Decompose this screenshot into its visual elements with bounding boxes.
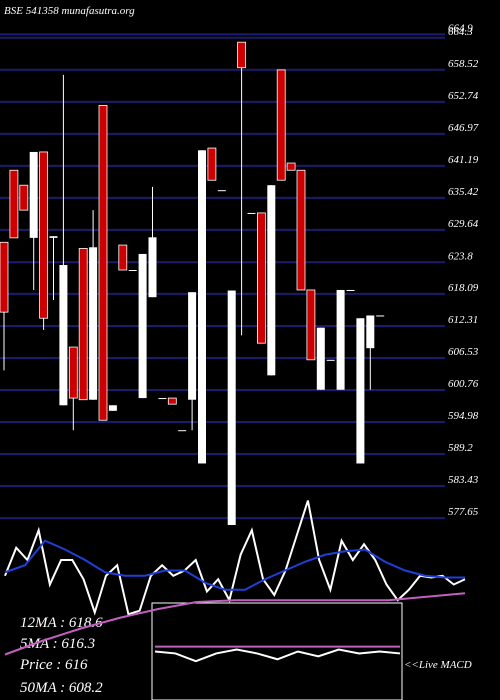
indicator-line xyxy=(4,539,465,591)
candle-body xyxy=(68,346,78,399)
candle-body xyxy=(376,315,385,317)
candle-body xyxy=(286,162,296,171)
candle-body xyxy=(178,430,187,432)
candle-body xyxy=(336,289,345,390)
candle-body xyxy=(276,69,286,181)
candle-body xyxy=(326,359,335,361)
candle-body xyxy=(89,247,98,400)
y-tick-label: 623.8 xyxy=(448,250,473,262)
y-tick-label: 635.42 xyxy=(448,186,479,198)
ma12-label: 12MA : 618.6 xyxy=(20,615,103,631)
y-tick-label: 618.09 xyxy=(448,282,479,294)
candle-body xyxy=(217,190,226,192)
candle-body xyxy=(59,265,68,406)
y-tick-label: 600.76 xyxy=(448,378,479,390)
y-tick-label: 664.9 xyxy=(448,22,473,34)
candle-body xyxy=(167,397,177,405)
y-tick-label: 594.98 xyxy=(448,410,479,422)
candle-body xyxy=(346,289,355,291)
y-tick-label: 646.97 xyxy=(448,122,479,134)
candle-body xyxy=(19,184,29,211)
chart-title: BSE 541358 munafasutra.org xyxy=(4,5,135,17)
indicator-line xyxy=(154,648,401,663)
ma5-label: 5MA : 616.3 xyxy=(20,636,95,652)
candle-body xyxy=(128,270,137,272)
y-tick-label: 652.74 xyxy=(448,90,479,102)
candle-body xyxy=(227,290,236,525)
candle-body xyxy=(356,318,365,464)
candle-body xyxy=(188,292,197,400)
candle-body xyxy=(366,315,375,349)
candle-body xyxy=(49,236,58,238)
macd-title: <<Live MACD xyxy=(404,659,472,671)
price-label: Price : 616 xyxy=(19,657,88,673)
y-tick-label: 629.64 xyxy=(448,218,479,230)
candle-body xyxy=(207,147,217,181)
candle-body xyxy=(237,41,247,69)
y-tick-label: 664.3 xyxy=(448,26,473,38)
y-tick-label: 589.2 xyxy=(448,442,473,454)
candle-body xyxy=(148,237,157,298)
candle-body xyxy=(108,405,117,411)
indicator-line xyxy=(4,500,466,616)
candle-body xyxy=(267,185,276,376)
candle-body xyxy=(118,244,128,271)
candle-body xyxy=(198,150,206,464)
candle-body xyxy=(0,241,9,313)
candle-body xyxy=(256,212,266,344)
candle-body xyxy=(296,169,306,291)
candle-body xyxy=(306,289,316,361)
candle-body xyxy=(29,151,38,238)
macd-box xyxy=(151,602,403,700)
ma50-label: 50MA : 608.2 xyxy=(20,680,103,696)
candle-body xyxy=(247,212,256,214)
candle-body xyxy=(9,169,19,239)
candle-body xyxy=(39,151,48,319)
candle-body xyxy=(158,398,167,400)
y-tick-label: 612.31 xyxy=(448,314,478,326)
y-tick-label: 641.19 xyxy=(448,154,479,166)
candle-body xyxy=(138,253,147,399)
y-tick-label: 658.52 xyxy=(448,58,479,70)
candle-body xyxy=(98,104,108,421)
indicator-line xyxy=(4,592,466,656)
y-tick-label: 583.43 xyxy=(448,474,479,486)
y-tick-label: 606.53 xyxy=(448,346,479,358)
candle-body xyxy=(316,327,325,390)
y-tick-label: 577.65 xyxy=(448,506,479,518)
candle-body xyxy=(78,247,88,401)
